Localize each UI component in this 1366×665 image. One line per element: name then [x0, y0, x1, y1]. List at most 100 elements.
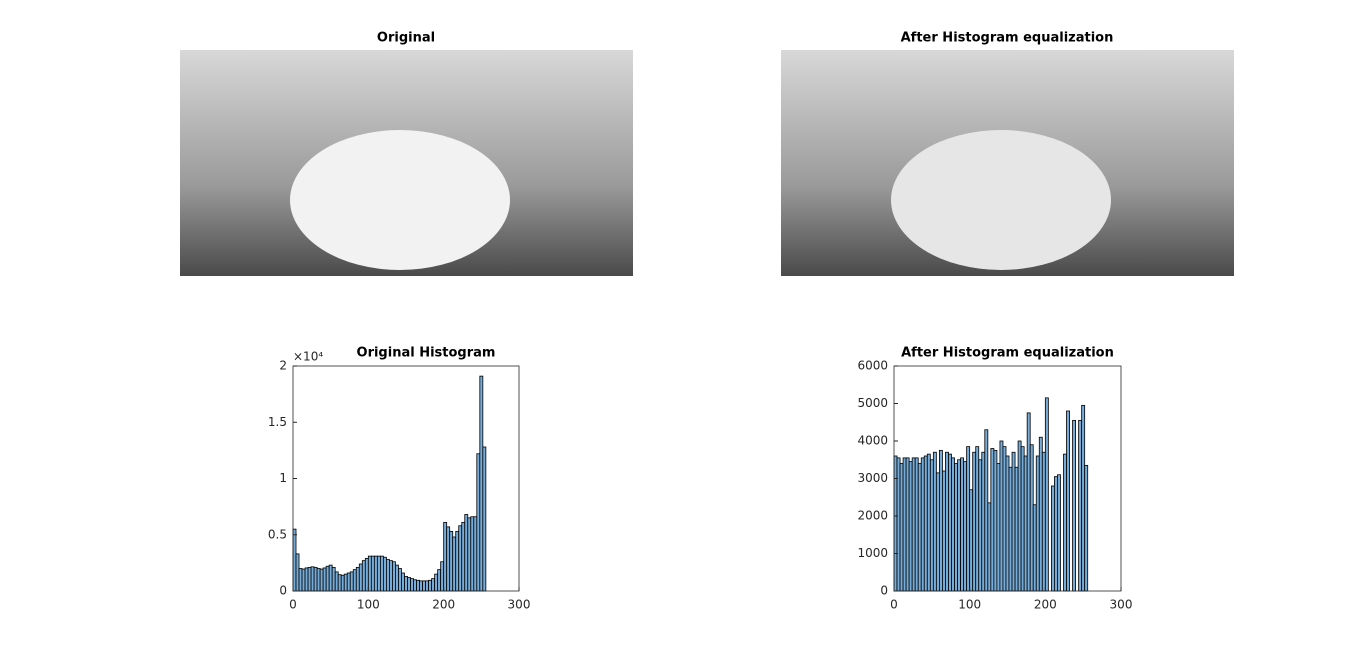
bar: [996, 463, 1001, 592]
bar: [1035, 455, 1040, 592]
bar: [455, 530, 460, 592]
bar: [963, 461, 968, 592]
bar: [893, 455, 898, 592]
bar: [340, 574, 345, 592]
bar: [896, 457, 901, 592]
bar: [942, 470, 946, 592]
bar: [410, 578, 414, 592]
bar: [972, 451, 977, 592]
bar: [452, 536, 457, 592]
bar: [437, 569, 442, 592]
y-tick-label: 0: [880, 584, 888, 598]
bar: [346, 572, 351, 592]
bar: [337, 574, 342, 592]
bar: [343, 573, 348, 592]
bar: [981, 451, 986, 592]
bar: [1032, 504, 1037, 592]
y-multiplier: ×10⁴: [293, 350, 323, 364]
bar: [969, 489, 974, 592]
bar: [467, 517, 472, 592]
bar: [1011, 451, 1016, 592]
bar: [975, 446, 980, 592]
bar: [1050, 485, 1055, 592]
bar: [932, 451, 937, 592]
bar: [322, 567, 327, 592]
y-tick-label: 2000: [857, 509, 888, 523]
bar: [1023, 455, 1028, 592]
bar: [966, 446, 971, 592]
bar: [929, 459, 934, 592]
bar: [398, 568, 402, 592]
bar: [407, 577, 411, 592]
x-tick-label: 200: [432, 598, 455, 612]
bar: [960, 457, 965, 592]
bar: [401, 572, 405, 592]
bar: [476, 453, 481, 592]
image-subject: [891, 130, 1111, 270]
bar: [416, 579, 420, 592]
bar: [993, 449, 998, 592]
y-tick-label: 1000: [857, 546, 888, 560]
bar: [331, 566, 336, 592]
bar: [376, 555, 381, 592]
y-tick-label: 1.5: [268, 415, 287, 429]
bar: [413, 579, 417, 592]
bar: [926, 453, 931, 592]
bar: [1044, 397, 1049, 592]
bar: [310, 566, 315, 592]
y-tick-label: 1: [279, 471, 287, 485]
bar: [425, 580, 430, 592]
bar: [984, 429, 989, 592]
y-tick-label: 4000: [857, 434, 888, 448]
bar: [434, 573, 439, 592]
image-subject: [290, 130, 510, 270]
chart-title: After Histogram equalization: [901, 346, 1114, 361]
bar: [449, 530, 454, 592]
bar: [1026, 412, 1031, 592]
bar: [954, 463, 958, 592]
bar: [923, 455, 928, 592]
bar: [419, 580, 423, 592]
bar: [479, 375, 484, 592]
bar: [1078, 419, 1083, 592]
bar: [392, 561, 396, 592]
bar: [978, 459, 983, 592]
bar: [458, 525, 463, 592]
bar: [1002, 446, 1007, 592]
bar: [473, 516, 478, 592]
bar: [939, 449, 943, 592]
bar: [914, 457, 919, 592]
bar: [899, 463, 904, 592]
bar: [352, 569, 357, 592]
image-title: After Histogram equalization: [901, 31, 1114, 46]
bar: [440, 561, 445, 592]
y-tick-label: 6000: [857, 359, 888, 373]
bar: [355, 566, 360, 592]
bar: [379, 555, 384, 592]
bar: [464, 514, 469, 592]
bar: [902, 457, 907, 592]
bar: [1057, 474, 1061, 592]
bar: [431, 578, 436, 592]
image-title: Original: [377, 31, 435, 46]
bar: [386, 559, 390, 592]
bar: [361, 560, 366, 592]
bar: [1041, 451, 1046, 592]
bar: [295, 553, 300, 592]
x-tick-label: 100: [958, 598, 981, 612]
bar: [905, 457, 910, 592]
chart-title: Original Histogram: [357, 346, 496, 361]
bar: [1020, 446, 1025, 592]
bar: [1029, 444, 1034, 592]
y-tick-label: 3000: [857, 471, 888, 485]
bar: [957, 459, 961, 592]
x-tick-label: 300: [508, 598, 531, 612]
bar: [920, 457, 925, 592]
bar: [945, 451, 949, 592]
bar: [328, 564, 333, 592]
bar: [304, 567, 309, 592]
bar: [325, 565, 330, 592]
bar: [1063, 453, 1067, 592]
bar: [367, 555, 372, 592]
